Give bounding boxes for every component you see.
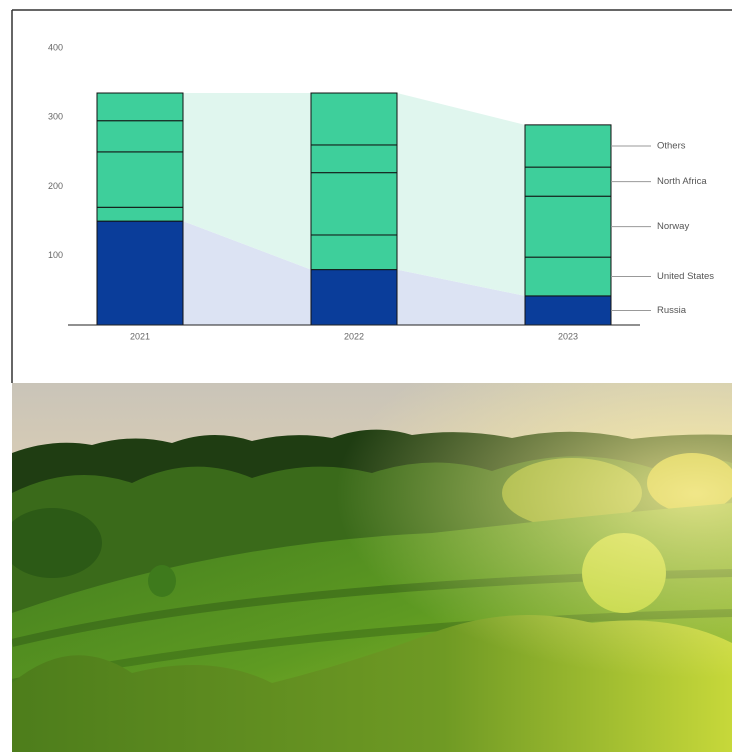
y-tick-label: 400 bbox=[48, 42, 63, 52]
y-tick-label: 200 bbox=[48, 181, 63, 191]
bar-segment bbox=[524, 166, 612, 197]
bar-segment bbox=[524, 124, 612, 168]
legend-label: North Africa bbox=[657, 176, 707, 187]
y-tick-label: 100 bbox=[48, 250, 63, 260]
bar-segment bbox=[524, 295, 612, 326]
bar-segment bbox=[310, 92, 398, 146]
connector-area bbox=[183, 93, 311, 270]
x-tick-label: 2021 bbox=[130, 331, 150, 341]
bar-segment bbox=[310, 269, 398, 326]
legend-label: Russia bbox=[657, 305, 687, 316]
legend-label: Others bbox=[657, 141, 686, 152]
connector-area bbox=[397, 93, 525, 296]
bar-segment bbox=[310, 144, 398, 174]
x-tick-label: 2022 bbox=[344, 331, 364, 341]
x-tick-label: 2023 bbox=[558, 331, 578, 341]
bar-segment bbox=[96, 92, 184, 122]
bar-segment bbox=[524, 256, 612, 297]
bar-segment bbox=[310, 172, 398, 236]
legend-label: United States bbox=[657, 271, 714, 282]
bar-segment bbox=[96, 206, 184, 222]
chart: 100 200 300 400 2021 2022 Russia United States N… bbox=[11, 9, 732, 383]
connector-area bbox=[183, 221, 311, 325]
y-tick-label: 300 bbox=[48, 112, 63, 122]
connector-area bbox=[397, 269, 525, 325]
bar-segment bbox=[96, 151, 184, 208]
bar-segment bbox=[524, 195, 612, 258]
bar-segment bbox=[96, 220, 184, 326]
legend-label: Norway bbox=[657, 221, 689, 232]
landscape-photo bbox=[12, 383, 732, 752]
bar-segment bbox=[96, 120, 184, 153]
bar-segment bbox=[310, 234, 398, 271]
